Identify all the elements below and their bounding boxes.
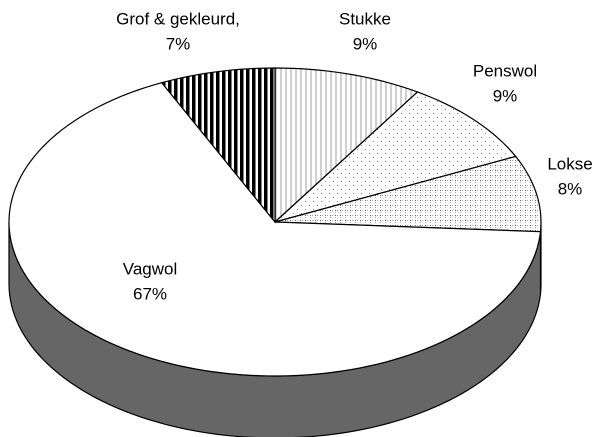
slice-value-label: 9% xyxy=(493,86,518,105)
slice-value-label: 9% xyxy=(353,34,378,53)
slice-label: Grof & gekleurd, xyxy=(116,9,240,28)
pie-slice xyxy=(8,81,542,377)
pie-slice xyxy=(274,155,542,233)
slice-label: Penswol xyxy=(473,61,537,80)
slice-label: Vagwol xyxy=(123,259,178,278)
slice-value-label: 8% xyxy=(558,179,583,198)
pie-slice xyxy=(274,67,419,224)
pie-slice xyxy=(274,91,517,223)
slice-label: Lokse xyxy=(547,154,592,173)
slice-value-label: 7% xyxy=(166,34,191,53)
pie-slice xyxy=(160,67,276,224)
slice-value-label: 67% xyxy=(133,284,167,303)
slice-label: Stukke xyxy=(339,9,391,28)
